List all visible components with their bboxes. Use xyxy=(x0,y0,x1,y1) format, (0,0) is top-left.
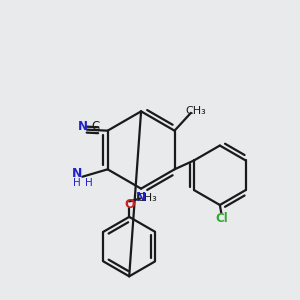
Text: H: H xyxy=(73,178,81,188)
Text: O: O xyxy=(124,198,134,211)
Text: C: C xyxy=(92,120,100,133)
Text: H: H xyxy=(85,178,93,188)
Text: N: N xyxy=(136,191,146,204)
Text: N: N xyxy=(78,120,88,133)
Text: N: N xyxy=(71,167,82,180)
Text: Cl: Cl xyxy=(215,212,228,225)
Text: CH₃: CH₃ xyxy=(186,106,207,116)
Text: CH₃: CH₃ xyxy=(137,193,158,203)
